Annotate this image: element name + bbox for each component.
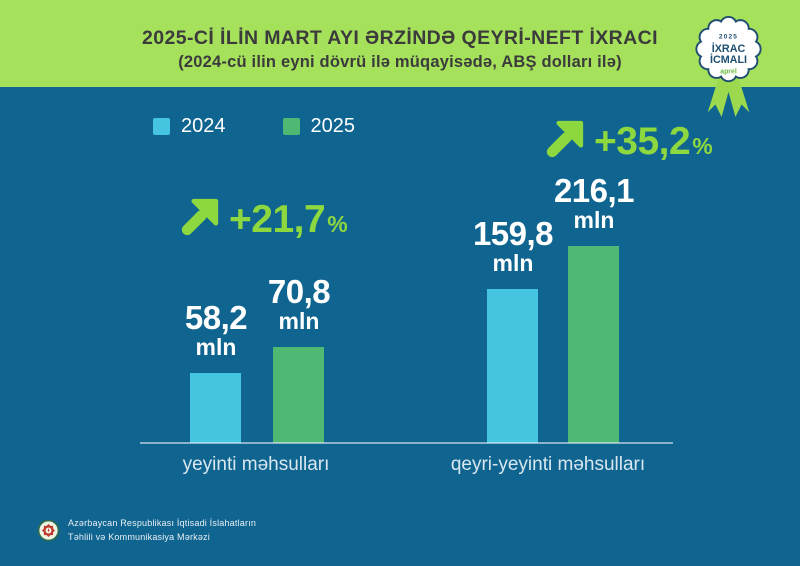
growth-value-nonfood: +35,2 (594, 120, 691, 164)
bar-2025-food (273, 347, 324, 443)
page-title: 2025-Cİ İLİN MART AYI ƏRZİNDƏ QEYRİ-NEFT… (142, 27, 658, 49)
legend-swatch-2025 (282, 118, 300, 135)
ribbon-tail-right (723, 70, 750, 117)
value-label-2025-nonfood: 216,1 mln (553, 172, 635, 234)
trend-up-arrow-icon (546, 120, 584, 158)
org-footer: Azərbaycan Respublikası İqtisadi İslahat… (37, 517, 256, 544)
category-label-food: yeyinti məhsulları (182, 454, 330, 475)
growth-indicator-nonfood: +35,2 % (544, 117, 713, 164)
value-label-2025-food: 70,8 mln (267, 273, 331, 335)
legend-item-2024: 2024 (153, 115, 226, 138)
header-band: 2025-Cİ İLİN MART AYI ƏRZİNDƏ QEYRİ-NEFT… (0, 0, 800, 87)
trend-up-arrow-icon (181, 198, 219, 236)
value-label-2024-nonfood: 159,8 mln (472, 215, 554, 277)
org-name-line2: Təhlili və Kommunikasiya Mərkəzi (68, 531, 210, 542)
page-subtitle: (2024-cü ilin eyni dövrü ilə müqayisədə,… (178, 53, 622, 71)
org-name: Azərbaycan Respublikası İqtisadi İslahat… (68, 517, 256, 544)
category-label-nonfood: qeyri-yeyinti məhsulları (450, 454, 646, 475)
value-label-2024-food: 58,2 mln (184, 299, 248, 361)
award-badge: 2025 İXRAC İCMALI aprel (690, 15, 767, 117)
org-name-line1: Azərbaycan Respublikası İqtisadi İslahat… (68, 518, 257, 528)
badge-title-line1: İXRAC (712, 42, 746, 55)
bar-2025-nonfood (568, 246, 619, 443)
bar-2024-food (190, 373, 241, 443)
legend: 2024 2025 (153, 115, 355, 138)
growth-indicator-food: +21,7 % (179, 195, 348, 242)
axis-line (140, 442, 673, 444)
legend-label-2024: 2024 (181, 115, 226, 137)
state-emblem-icon (37, 519, 60, 542)
badge-title-line2: İCMALI (710, 53, 747, 66)
legend-label-2025: 2025 (310, 115, 356, 137)
bar-2024-nonfood (487, 289, 538, 443)
percent-sign: % (327, 211, 348, 237)
percent-sign: % (692, 133, 713, 159)
rosette-badge-icon: 2025 İXRAC İCMALI aprel (695, 15, 762, 117)
badge-month: aprel (720, 69, 737, 76)
legend-item-2025: 2025 (282, 115, 356, 138)
badge-year: 2025 (719, 33, 738, 40)
legend-swatch-2024 (153, 118, 170, 135)
growth-value-food: +21,7 (229, 198, 326, 242)
